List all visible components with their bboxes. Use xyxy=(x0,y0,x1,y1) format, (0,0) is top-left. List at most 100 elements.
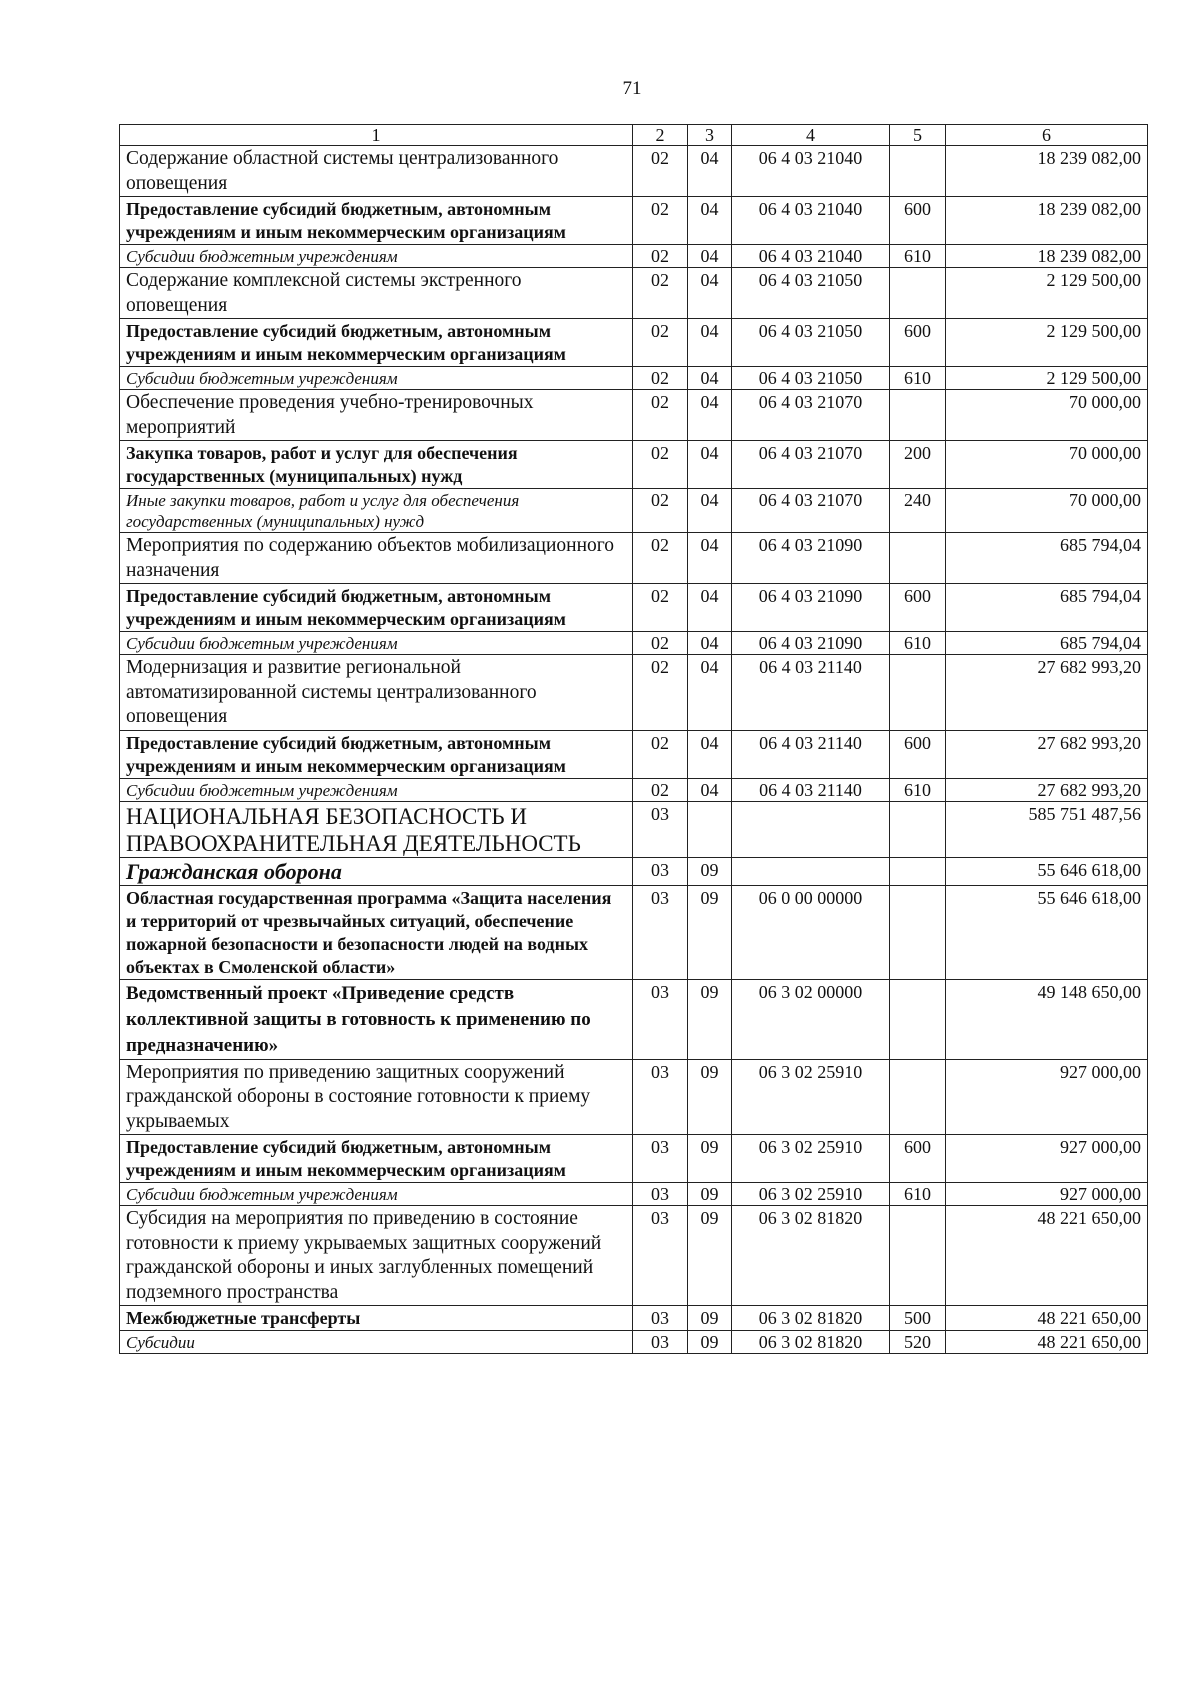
name-cell: Мероприятия по содержанию объектов мобил… xyxy=(119,532,633,584)
table-row: Межбюджетные трансферты 03 09 06 3 02 81820… xyxy=(119,1305,1148,1331)
table-row: Мероприятия по приведению защитных соору… xyxy=(119,1058,1148,1135)
table-row: Содержание комплексной системы экстренно… xyxy=(119,267,1148,319)
section-code-cell: 02 xyxy=(632,777,688,802)
target-article-cell: 06 3 02 25910 xyxy=(731,1058,890,1135)
amount-cell: 27 682 993,20 xyxy=(945,729,1148,779)
amount-cell: 2 129 500,00 xyxy=(945,366,1148,390)
subsection-code-cell: 04 xyxy=(687,631,732,655)
expense-type-cell xyxy=(889,654,946,731)
name-cell: Предоставление субсидий бюджетным, автон… xyxy=(119,196,633,245)
budget-table: 1 2 3 4 5 6 Содержание областной системы… xyxy=(119,124,1148,1354)
section-code-cell: 02 xyxy=(632,145,688,197)
table-row: Обеспечение проведения учебно-тренировоч… xyxy=(119,389,1148,441)
subsection-code-cell: 04 xyxy=(687,532,732,584)
expense-type-cell: 520 xyxy=(889,1330,946,1354)
expense-type-cell xyxy=(889,800,946,858)
amount-cell: 27 682 993,20 xyxy=(945,777,1148,802)
name-cell: Содержание областной системы централизов… xyxy=(119,145,633,197)
amount-cell: 685 794,04 xyxy=(945,583,1148,632)
target-article-cell: 06 3 02 81820 xyxy=(731,1330,890,1354)
name-cell: Субсидии бюджетным учреждениям xyxy=(119,777,633,802)
section-code-cell: 02 xyxy=(632,729,688,779)
name-cell: Областная государственная программа «Защ… xyxy=(119,884,633,980)
expense-type-cell xyxy=(889,267,946,319)
expense-type-cell: 500 xyxy=(889,1305,946,1331)
amount-cell: 48 221 650,00 xyxy=(945,1205,1148,1306)
name-cell: Предоставление субсидий бюджетным, автон… xyxy=(119,729,633,779)
subsection-code-cell xyxy=(687,800,732,858)
section-code-cell: 02 xyxy=(632,440,688,489)
section-code-cell: 02 xyxy=(632,244,688,268)
target-article-cell: 06 4 03 21090 xyxy=(731,532,890,584)
name-cell: Субсидии бюджетным учреждениям xyxy=(119,631,633,655)
expense-type-cell: 610 xyxy=(889,366,946,390)
target-article-cell: 06 3 02 81820 xyxy=(731,1205,890,1306)
amount-cell: 48 221 650,00 xyxy=(945,1305,1148,1331)
target-article-cell: 06 4 03 21070 xyxy=(731,488,890,533)
target-article-cell: 06 4 03 21040 xyxy=(731,244,890,268)
amount-cell: 70 000,00 xyxy=(945,389,1148,441)
expense-type-cell: 600 xyxy=(889,729,946,779)
amount-cell: 2 129 500,00 xyxy=(945,267,1148,319)
expense-type-cell: 600 xyxy=(889,196,946,245)
header-cell: 5 xyxy=(889,124,946,146)
subsection-code-cell: 09 xyxy=(687,1205,732,1306)
section-code-cell: 02 xyxy=(632,654,688,731)
table-row: Субсидии 03 09 06 3 02 81820 520 48 221 650,0… xyxy=(119,1330,1148,1354)
amount-cell: 55 646 618,00 xyxy=(945,884,1148,980)
section-code-cell: 03 xyxy=(632,1058,688,1135)
expense-type-cell: 610 xyxy=(889,1182,946,1206)
target-article-cell: 06 4 03 21040 xyxy=(731,145,890,197)
target-article-cell: 06 4 03 21050 xyxy=(731,366,890,390)
table-row: Областная государственная программа «Защ… xyxy=(119,884,1148,980)
amount-cell: 70 000,00 xyxy=(945,440,1148,489)
subsection-code-cell: 09 xyxy=(687,1330,732,1354)
name-cell: Обеспечение проведения учебно-тренировоч… xyxy=(119,389,633,441)
table-row: Модернизация и развитие региональной авт… xyxy=(119,654,1148,731)
target-article-cell: 06 0 00 00000 xyxy=(731,884,890,980)
name-cell: Предоставление субсидий бюджетным, автон… xyxy=(119,583,633,632)
name-cell: Субсидии бюджетным учреждениям xyxy=(119,1182,633,1206)
section-code-cell: 03 xyxy=(632,1330,688,1354)
subsection-code-cell: 04 xyxy=(687,196,732,245)
section-code-cell: 02 xyxy=(632,532,688,584)
amount-cell: 18 239 082,00 xyxy=(945,145,1148,197)
expense-type-cell: 600 xyxy=(889,1134,946,1183)
amount-cell: 2 129 500,00 xyxy=(945,318,1148,367)
expense-type-cell: 610 xyxy=(889,631,946,655)
section-code-cell: 02 xyxy=(632,267,688,319)
section-code-cell: 02 xyxy=(632,366,688,390)
expense-type-cell xyxy=(889,978,946,1060)
table-row: Ведомственный проект «Приведение средств… xyxy=(119,978,1148,1060)
expense-type-cell: 600 xyxy=(889,318,946,367)
amount-cell: 927 000,00 xyxy=(945,1134,1148,1183)
target-article-cell: 06 4 03 21140 xyxy=(731,654,890,731)
subsection-code-cell: 04 xyxy=(687,389,732,441)
header-cell: 2 xyxy=(632,124,688,146)
amount-cell: 48 221 650,00 xyxy=(945,1330,1148,1354)
expense-type-cell: 200 xyxy=(889,440,946,489)
subsection-code-cell: 09 xyxy=(687,978,732,1060)
expense-type-cell xyxy=(889,532,946,584)
amount-cell: 685 794,04 xyxy=(945,631,1148,655)
subsection-code-cell: 04 xyxy=(687,777,732,802)
target-article-cell: 06 3 02 00000 xyxy=(731,978,890,1060)
table-row: Субсидии бюджетным учреждениям 02 04 06 4 0… xyxy=(119,244,1148,268)
subsection-code-cell: 09 xyxy=(687,884,732,980)
table-row: Предоставление субсидий бюджетным, автон… xyxy=(119,583,1148,632)
name-cell: Мероприятия по приведению защитных соору… xyxy=(119,1058,633,1135)
section-code-cell: 03 xyxy=(632,1182,688,1206)
header-cell: 4 xyxy=(731,124,890,146)
header-row: 1 2 3 4 5 6 xyxy=(119,124,1148,146)
target-article-cell xyxy=(731,856,890,886)
amount-cell: 685 794,04 xyxy=(945,532,1148,584)
amount-cell: 585 751 487,56 xyxy=(945,800,1148,858)
subsection-code-cell: 04 xyxy=(687,583,732,632)
subsection-code-cell: 04 xyxy=(687,366,732,390)
section-code-cell: 03 xyxy=(632,856,688,886)
name-cell: Ведомственный проект «Приведение средств… xyxy=(119,978,633,1060)
table-row: Субсидии бюджетным учреждениям 03 09 06 3 0… xyxy=(119,1182,1148,1206)
subsection-code-cell: 09 xyxy=(687,1182,732,1206)
amount-cell: 18 239 082,00 xyxy=(945,196,1148,245)
target-article-cell: 06 4 03 21070 xyxy=(731,440,890,489)
